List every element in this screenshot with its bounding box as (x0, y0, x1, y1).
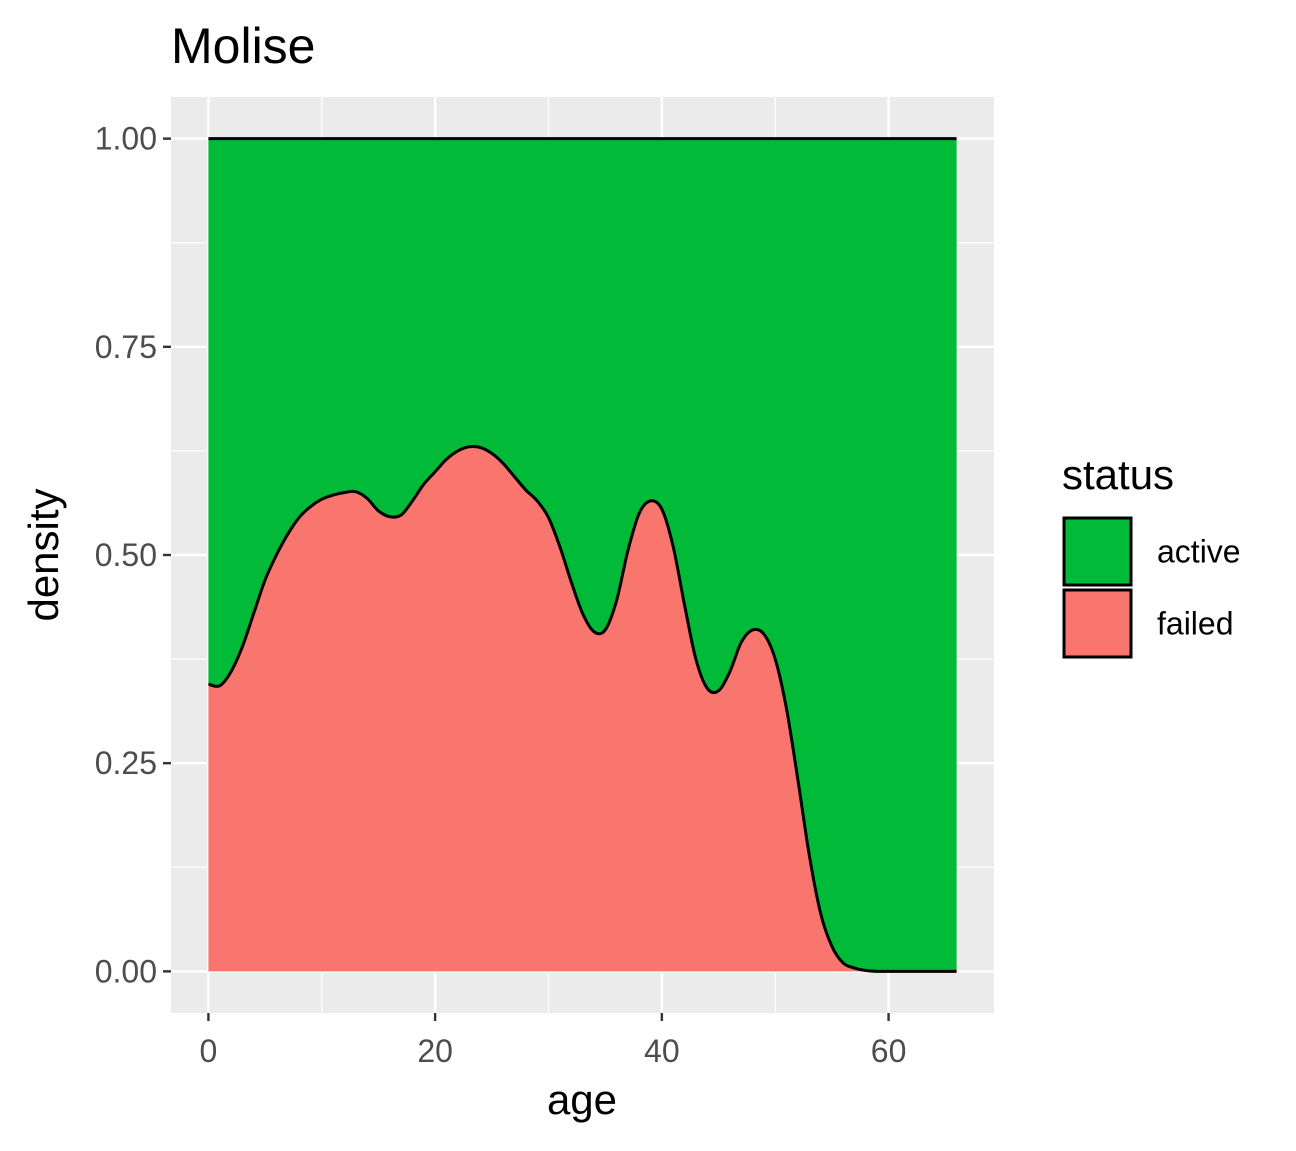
y-tick-label: 0.75 (95, 329, 157, 365)
chart-title: Molise (171, 18, 315, 74)
x-tick-label: 60 (871, 1033, 907, 1069)
legend: status active failed (1062, 451, 1241, 659)
area-series (208, 138, 957, 972)
x-axis-title: age (547, 1076, 617, 1123)
y-tick-label: 0.25 (95, 745, 157, 781)
y-tick-label: 1.00 (95, 121, 157, 157)
x-tick-label: 0 (200, 1033, 218, 1069)
y-tick-label: 0.00 (95, 953, 157, 989)
y-axis-title: density (20, 488, 67, 621)
outline-failed-curve (208, 444, 957, 973)
series-outlines (208, 137, 957, 973)
y-tick-label: 0.50 (95, 537, 157, 573)
legend-label-active: active (1157, 534, 1241, 570)
area-active (208, 138, 957, 972)
x-tick-label: 20 (417, 1033, 453, 1069)
legend-title: status (1062, 451, 1174, 498)
y-axis: 0.00 0.25 0.50 0.75 1.00 (95, 121, 171, 989)
legend-key-failed (1062, 588, 1133, 659)
legend-key-active (1062, 516, 1133, 587)
area-failed (208, 446, 957, 972)
x-tick-label: 40 (644, 1033, 680, 1069)
x-axis: 0 20 40 60 (200, 1013, 907, 1069)
legend-items: active failed (1062, 516, 1241, 659)
legend-label-failed: failed (1157, 606, 1234, 642)
